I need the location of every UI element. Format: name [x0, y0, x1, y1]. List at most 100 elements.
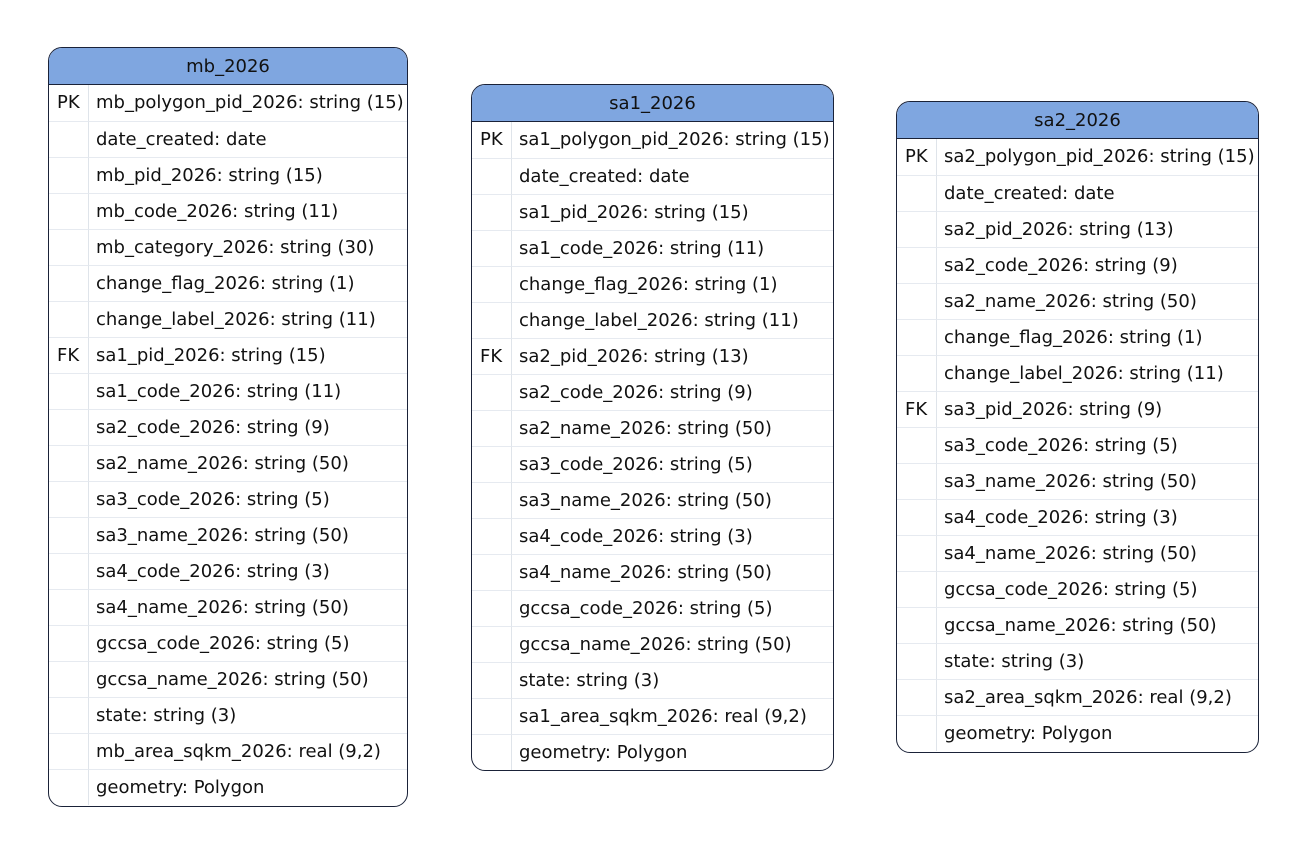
field-row: state: string (3) — [472, 662, 833, 698]
field-name: mb_area_sqkm_2026: real (9,2) — [89, 733, 407, 769]
field-key — [49, 373, 89, 409]
field-name: mb_category_2026: string (30) — [89, 229, 407, 265]
field-name: change_label_2026: string (11) — [89, 301, 407, 337]
field-row: change_label_2026: string (11) — [49, 301, 407, 337]
field-key — [472, 374, 512, 410]
field-key — [49, 733, 89, 769]
field-name: sa4_name_2026: string (50) — [937, 535, 1258, 571]
field-key — [49, 157, 89, 193]
field-row: change_label_2026: string (11) — [472, 302, 833, 338]
field-name: sa1_pid_2026: string (15) — [512, 194, 833, 230]
field-name: sa3_name_2026: string (50) — [512, 482, 833, 518]
field-name: sa1_pid_2026: string (15) — [89, 337, 407, 373]
field-name: change_label_2026: string (11) — [937, 355, 1258, 391]
field-key — [472, 554, 512, 590]
entity-sa1-2026: sa1_2026 PK sa1_polygon_pid_2026: string … — [471, 84, 834, 771]
field-row: sa1_area_sqkm_2026: real (9,2) — [472, 698, 833, 734]
field-row: gccsa_code_2026: string (5) — [472, 590, 833, 626]
field-key — [472, 518, 512, 554]
field-key — [897, 427, 937, 463]
field-name: sa2_code_2026: string (9) — [512, 374, 833, 410]
field-row: change_label_2026: string (11) — [897, 355, 1258, 391]
field-key — [472, 158, 512, 194]
field-row: gccsa_name_2026: string (50) — [472, 626, 833, 662]
field-row: FK sa2_pid_2026: string (13) — [472, 338, 833, 374]
field-name: geometry: Polygon — [89, 769, 407, 805]
field-row: FK sa3_pid_2026: string (9) — [897, 391, 1258, 427]
field-key — [49, 445, 89, 481]
field-key: PK — [49, 85, 89, 121]
field-key — [472, 302, 512, 338]
field-key: PK — [472, 122, 512, 158]
field-key — [49, 517, 89, 553]
field-key — [897, 679, 937, 715]
field-key — [49, 229, 89, 265]
field-row: state: string (3) — [897, 643, 1258, 679]
field-row: sa3_code_2026: string (5) — [897, 427, 1258, 463]
field-row: geometry: Polygon — [472, 734, 833, 770]
field-row: change_flag_2026: string (1) — [49, 265, 407, 301]
field-name: sa2_polygon_pid_2026: string (15) — [944, 146, 1255, 167]
field-row: sa2_pid_2026: string (13) — [897, 211, 1258, 247]
field-row: geometry: Polygon — [49, 769, 407, 805]
field-row: PK sa1_polygon_pid_2026: string (15) — [472, 122, 833, 158]
field-row: sa3_name_2026: string (50) — [49, 517, 407, 553]
field-row: sa4_name_2026: string (50) — [897, 535, 1258, 571]
field-name: sa2_code_2026: string (9) — [89, 409, 407, 445]
field-name: geometry: Polygon — [512, 734, 833, 770]
field-row: sa2_name_2026: string (50) — [472, 410, 833, 446]
field-name: sa3_pid_2026: string (9) — [937, 391, 1258, 427]
field-name: sa2_name_2026: string (50) — [512, 410, 833, 446]
field-row: sa4_code_2026: string (3) — [49, 553, 407, 589]
field-name: sa4_code_2026: string (3) — [937, 499, 1258, 535]
field-row: date_created: date — [472, 158, 833, 194]
field-row: sa4_code_2026: string (3) — [472, 518, 833, 554]
field-key: FK — [49, 337, 89, 373]
field-name: state: string (3) — [937, 643, 1258, 679]
field-row: mb_pid_2026: string (15) — [49, 157, 407, 193]
field-key — [472, 266, 512, 302]
field-name: sa2_name_2026: string (50) — [937, 283, 1258, 319]
field-key — [49, 589, 89, 625]
field-name: change_flag_2026: string (1) — [512, 266, 833, 302]
field-key — [49, 121, 89, 157]
field-name: sa3_name_2026: string (50) — [89, 517, 407, 553]
field-name: sa3_code_2026: string (5) — [937, 427, 1258, 463]
field-row: sa1_code_2026: string (11) — [472, 230, 833, 266]
field-row: gccsa_code_2026: string (5) — [897, 571, 1258, 607]
field-row: PK sa2_polygon_pid_2026: string (15) — [897, 139, 1258, 175]
field-name: sa4_code_2026: string (3) — [512, 518, 833, 554]
field-key — [897, 319, 937, 355]
field-row: FK sa1_pid_2026: string (15) — [49, 337, 407, 373]
field-key — [472, 482, 512, 518]
field-row: sa4_code_2026: string (3) — [897, 499, 1258, 535]
field-name: geometry: Polygon — [937, 715, 1258, 751]
field-row: date_created: date — [49, 121, 407, 157]
field-key — [897, 715, 937, 751]
field-row: state: string (3) — [49, 697, 407, 733]
field-key — [472, 230, 512, 266]
field-key — [472, 194, 512, 230]
entity-title: mb_2026 — [49, 48, 407, 85]
field-name: sa3_code_2026: string (5) — [512, 446, 833, 482]
field-name: sa4_code_2026: string (3) — [89, 553, 407, 589]
field-row: mb_area_sqkm_2026: real (9,2) — [49, 733, 407, 769]
field-row: sa2_name_2026: string (50) — [897, 283, 1258, 319]
field-key — [49, 265, 89, 301]
field-row: gccsa_name_2026: string (50) — [897, 607, 1258, 643]
field-key — [49, 625, 89, 661]
field-row: sa4_name_2026: string (50) — [472, 554, 833, 590]
field-name: sa2_pid_2026: string (13) — [512, 338, 833, 374]
field-name: gccsa_code_2026: string (5) — [937, 571, 1258, 607]
field-name: sa2_code_2026: string (9) — [937, 247, 1258, 283]
field-row: sa1_code_2026: string (11) — [49, 373, 407, 409]
field-name: mb_code_2026: string (11) — [89, 193, 407, 229]
field-row: sa2_name_2026: string (50) — [49, 445, 407, 481]
field-row: gccsa_name_2026: string (50) — [49, 661, 407, 697]
field-name: sa2_name_2026: string (50) — [89, 445, 407, 481]
field-key — [897, 355, 937, 391]
field-key — [897, 607, 937, 643]
field-name: change_flag_2026: string (1) — [937, 319, 1258, 355]
field-row: gccsa_code_2026: string (5) — [49, 625, 407, 661]
entity-title: sa2_2026 — [897, 102, 1258, 139]
